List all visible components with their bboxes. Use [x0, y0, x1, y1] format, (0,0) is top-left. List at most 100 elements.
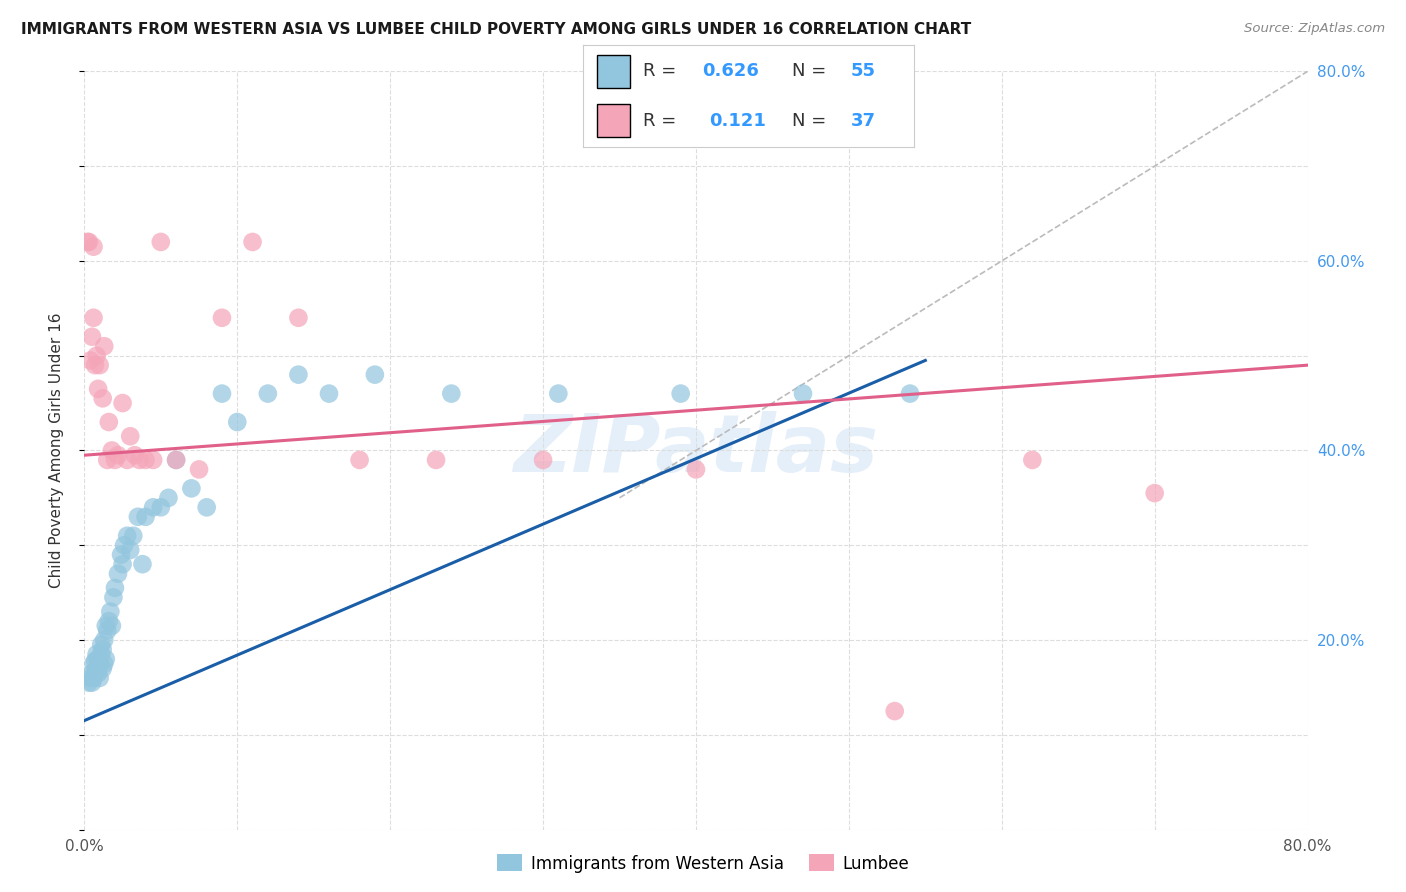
Point	[792, 386, 814, 401]
Point	[107, 448, 129, 462]
Point	[127, 509, 149, 524]
Point	[188, 462, 211, 476]
Point	[547, 386, 569, 401]
Point	[84, 654, 107, 668]
Point	[349, 453, 371, 467]
Point	[84, 666, 107, 681]
Point	[107, 566, 129, 581]
Point	[94, 619, 117, 633]
Point	[83, 240, 105, 254]
Point	[1021, 453, 1043, 467]
Point	[142, 453, 165, 467]
Point	[90, 647, 112, 661]
Point	[86, 647, 108, 661]
Point	[111, 557, 134, 572]
Point	[149, 500, 172, 515]
Point	[669, 386, 692, 401]
Point	[287, 310, 309, 325]
FancyBboxPatch shape	[596, 55, 630, 87]
Point	[112, 538, 135, 552]
Point	[531, 453, 554, 467]
Point	[96, 453, 118, 467]
Point	[91, 661, 114, 675]
Text: R =: R =	[643, 62, 682, 80]
Point	[898, 386, 921, 401]
Point	[93, 657, 115, 671]
Point	[318, 386, 340, 401]
Point	[86, 349, 108, 363]
Point	[883, 704, 905, 718]
Text: ZIPatlas: ZIPatlas	[513, 411, 879, 490]
Point	[135, 453, 157, 467]
Point	[287, 368, 309, 382]
Point	[142, 500, 165, 515]
Point	[80, 330, 103, 344]
Point	[111, 396, 134, 410]
Point	[135, 509, 157, 524]
Point	[128, 453, 150, 467]
Point	[80, 666, 103, 681]
Point	[77, 235, 100, 249]
Point	[226, 415, 249, 429]
Point	[86, 661, 108, 675]
Point	[122, 529, 145, 543]
Point	[93, 633, 115, 648]
Point	[257, 386, 280, 401]
Point	[77, 675, 100, 690]
Point	[84, 358, 107, 372]
Point	[440, 386, 463, 401]
Text: 55: 55	[851, 62, 876, 80]
Point	[124, 448, 146, 462]
Y-axis label: Child Poverty Among Girls Under 16: Child Poverty Among Girls Under 16	[49, 313, 63, 588]
Text: 0.121: 0.121	[709, 112, 766, 129]
Point	[96, 624, 118, 638]
Text: IMMIGRANTS FROM WESTERN ASIA VS LUMBEE CHILD POVERTY AMONG GIRLS UNDER 16 CORREL: IMMIGRANTS FROM WESTERN ASIA VS LUMBEE C…	[21, 22, 972, 37]
Point	[76, 235, 98, 249]
Point	[425, 453, 447, 467]
Point	[364, 368, 387, 382]
Point	[180, 482, 202, 496]
Text: 0.626: 0.626	[703, 62, 759, 80]
Text: N =: N =	[792, 112, 831, 129]
Point	[115, 529, 138, 543]
Point	[83, 310, 105, 325]
Point	[110, 548, 132, 562]
Text: R =: R =	[643, 112, 688, 129]
Point	[89, 657, 111, 671]
Point	[87, 666, 110, 681]
Point	[79, 671, 101, 685]
Point	[98, 605, 121, 619]
Point	[87, 382, 110, 396]
Point	[89, 358, 111, 372]
Point	[103, 591, 125, 605]
Point	[101, 619, 124, 633]
Point	[91, 392, 114, 406]
FancyBboxPatch shape	[596, 104, 630, 137]
Point	[120, 429, 142, 443]
Point	[87, 652, 110, 666]
Point	[242, 235, 264, 249]
Point	[165, 453, 187, 467]
Point	[97, 614, 120, 628]
Point	[149, 235, 172, 249]
Point	[104, 581, 127, 595]
Point	[94, 652, 117, 666]
Point	[195, 500, 218, 515]
Text: Source: ZipAtlas.com: Source: ZipAtlas.com	[1244, 22, 1385, 36]
Point	[93, 339, 115, 353]
Point	[115, 453, 138, 467]
Point	[104, 453, 127, 467]
Point	[1143, 486, 1166, 500]
Point	[91, 642, 114, 657]
Point	[83, 671, 105, 685]
Point	[211, 386, 233, 401]
Point	[89, 671, 111, 685]
Point	[101, 443, 124, 458]
Text: N =: N =	[792, 62, 831, 80]
Legend: Immigrants from Western Asia, Lumbee: Immigrants from Western Asia, Lumbee	[491, 847, 915, 880]
Point	[131, 557, 153, 572]
Point	[165, 453, 187, 467]
Point	[83, 657, 105, 671]
Point	[685, 462, 707, 476]
Point	[211, 310, 233, 325]
